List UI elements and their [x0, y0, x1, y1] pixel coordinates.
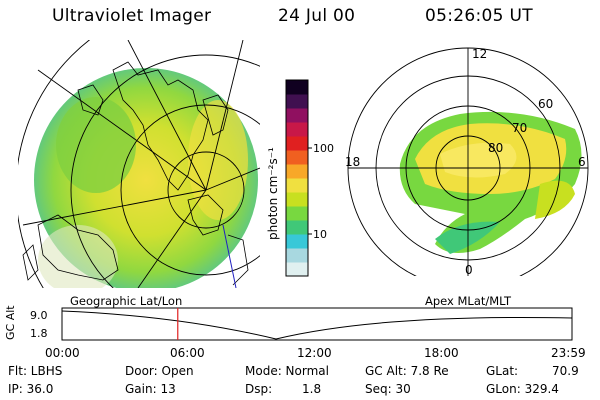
apex-label: Apex MLat/MLT	[425, 294, 512, 308]
mlt-label-12: 12	[472, 47, 487, 61]
colorbar-segment	[286, 220, 308, 235]
apex-polar-panel: 12 18 6 0 60 70 80	[345, 47, 589, 276]
mlat-label-80: 80	[488, 141, 503, 155]
colorbar-segment	[286, 206, 308, 221]
geographic-image-panel	[18, 40, 260, 288]
altitude-plot	[61, 307, 573, 341]
mode-info: Mode: Normal	[245, 364, 329, 378]
ip-info: IP: 36.0	[8, 382, 54, 396]
door-info: Door: Open	[125, 364, 194, 378]
colorbar-segment	[286, 164, 308, 179]
time-tick-2359: 23:59	[551, 346, 586, 360]
colorbar-segment	[286, 94, 308, 109]
dsp-value: 1.8	[302, 382, 322, 396]
observation-date: 24 Jul 00	[278, 6, 356, 26]
seq-info: Seq: 30	[365, 382, 411, 396]
gc-alt-info: GC Alt: 7.8 Re	[365, 364, 449, 378]
colorbar-unit-label: photon cm⁻²s⁻¹	[266, 147, 280, 240]
colorbar-segment	[286, 80, 308, 95]
filter-info: Flt: LBHS	[8, 364, 63, 378]
mlat-label-60: 60	[538, 97, 553, 111]
geographic-label: Geographic Lat/Lon	[70, 294, 183, 308]
mlt-label-18: 18	[345, 155, 360, 169]
colorbar-segment	[286, 234, 308, 249]
colorbar	[285, 79, 312, 277]
glat-info: GLat:	[486, 364, 519, 378]
mlat-label-70: 70	[512, 121, 527, 135]
colorbar-segment	[286, 108, 308, 123]
coastlines	[22, 61, 249, 286]
glon-info: GLon: 329.4	[486, 382, 559, 396]
latlon-grid	[18, 40, 260, 288]
colorbar-segment	[286, 262, 308, 277]
colorbar-tick-10: 10	[313, 228, 327, 241]
glat-value: 70.9	[552, 364, 579, 378]
mlt-label-0: 0	[465, 263, 473, 276]
satellite-track	[222, 224, 237, 288]
mlt-label-6: 6	[578, 155, 586, 169]
alt-tick-low: 1.8	[30, 327, 48, 340]
alt-tick-high: 9.0	[30, 309, 48, 322]
time-tick-1200: 12:00	[297, 346, 332, 360]
time-tick-1800: 18:00	[424, 346, 459, 360]
altitude-curve	[61, 310, 573, 340]
dsp-info: Dsp:	[245, 382, 273, 396]
colorbar-segment	[286, 150, 308, 165]
colorbar-segment	[286, 178, 308, 193]
alt-axis-label: GC Alt	[4, 305, 17, 340]
polar-grid	[347, 47, 589, 276]
time-tick-0600: 06:00	[170, 346, 205, 360]
instrument-title: Ultraviolet Imager	[52, 6, 212, 26]
gain-info: Gain: 13	[125, 382, 176, 396]
colorbar-segment	[286, 192, 308, 207]
colorbar-segment	[286, 122, 308, 137]
colorbar-segment	[286, 248, 308, 263]
colorbar-segment	[286, 136, 308, 151]
colorbar-tick-100: 100	[313, 142, 334, 155]
time-tick-0000: 00:00	[45, 346, 80, 360]
observation-time: 05:26:05 UT	[425, 6, 533, 26]
